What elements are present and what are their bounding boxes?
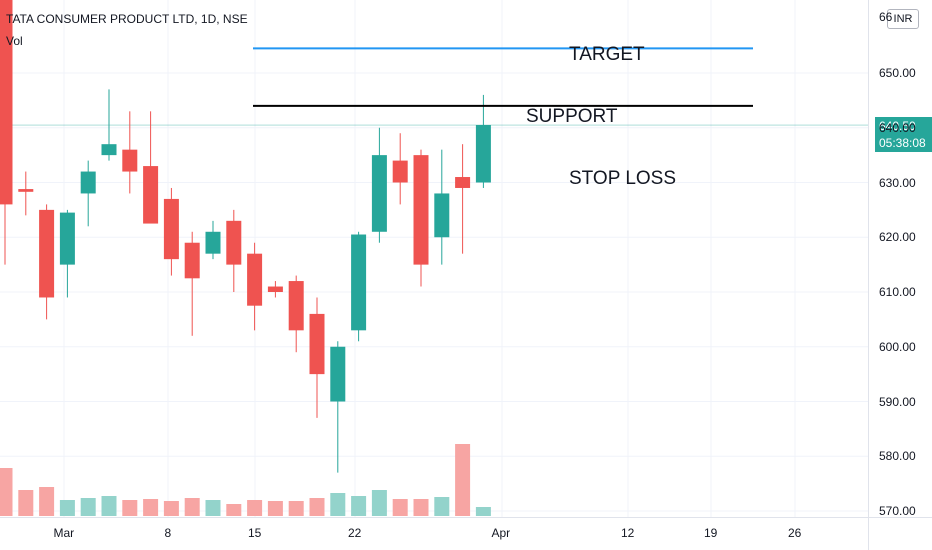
candle-body	[0, 0, 13, 205]
time-tick-label: Mar	[53, 526, 75, 540]
volume-bar	[413, 499, 429, 516]
price-tick-label: 580.00	[879, 449, 916, 464]
candle-body	[18, 189, 34, 192]
candle-body	[59, 212, 75, 265]
volume-indicator-label[interactable]: Vol	[6, 34, 23, 48]
support-annotation[interactable]: SUPPORT	[526, 106, 618, 127]
stop-loss-annotation[interactable]: STOP LOSS	[569, 168, 677, 189]
volume-bar	[163, 501, 179, 516]
candle-body	[163, 198, 179, 260]
time-tick-label: 12	[621, 526, 635, 540]
volume-bar	[455, 444, 471, 516]
volume-bar	[80, 498, 96, 516]
volume-bar	[392, 499, 408, 516]
volume-bar	[309, 498, 325, 516]
candle-body	[434, 193, 450, 238]
candle-body	[267, 286, 283, 292]
price-tick-label: 610.00	[879, 285, 916, 299]
price-tick-label: 650.00	[879, 66, 916, 80]
price-tick-label: 590.00	[879, 394, 916, 409]
candle-body	[247, 253, 263, 306]
volume-bar	[226, 504, 242, 516]
time-tick-label: 19	[704, 526, 718, 540]
time-tick-label: 8	[164, 526, 172, 540]
candle-body	[205, 231, 221, 254]
volume-bar	[371, 490, 387, 516]
price-axis-partial-label: 66	[879, 10, 893, 24]
candle-body	[122, 149, 138, 172]
symbol-title[interactable]: TATA CONSUMER PRODUCT LTD, 1D, NSE	[6, 12, 248, 26]
candle-body	[371, 155, 387, 232]
volume-bar	[18, 490, 34, 516]
volume-bar	[434, 497, 450, 516]
candle-body	[475, 125, 491, 183]
volume-bar	[351, 496, 367, 516]
candle-body	[455, 177, 471, 188]
volume-bar	[101, 496, 117, 516]
price-tick-label: 640.00	[879, 120, 916, 135]
candle-body	[330, 346, 346, 402]
candle-body	[101, 144, 117, 156]
candle-body	[39, 209, 55, 298]
candle-body	[351, 234, 367, 331]
volume-bar	[267, 501, 283, 516]
bar-countdown: 05:38:08	[875, 135, 932, 152]
price-tick-label: 630.00	[879, 175, 916, 190]
candle-body	[143, 166, 159, 224]
volume-bar	[184, 498, 200, 516]
candle-body	[80, 171, 96, 194]
time-tick-label: 22	[348, 526, 362, 540]
target-annotation[interactable]: TARGET	[569, 44, 645, 65]
candle-body	[413, 155, 429, 265]
price-tick-label: 570.00	[879, 504, 916, 518]
candle-body	[288, 281, 304, 331]
volume-bar	[143, 499, 159, 516]
volume-bar	[288, 501, 304, 516]
volume-bar	[59, 500, 75, 516]
price-tick-label: 620.00	[879, 230, 916, 245]
candle-body	[226, 220, 242, 265]
last-price-tag: 640.50	[875, 117, 932, 135]
volume-bar	[475, 507, 491, 516]
price-tick-label: 600.00	[879, 339, 916, 354]
volume-bar	[122, 500, 138, 516]
currency-button[interactable]: INR	[887, 9, 919, 29]
time-tick-label: 26	[788, 526, 802, 540]
candle-body	[392, 160, 408, 183]
time-tick-label: Apr	[491, 526, 511, 540]
volume-bar	[205, 500, 221, 516]
volume-bar	[39, 487, 55, 516]
time-tick-label: 15	[248, 526, 262, 540]
candle-body	[184, 242, 200, 279]
volume-bar	[247, 500, 263, 516]
volume-bar	[0, 468, 13, 516]
candle-body	[309, 313, 325, 375]
volume-bar	[330, 493, 346, 516]
